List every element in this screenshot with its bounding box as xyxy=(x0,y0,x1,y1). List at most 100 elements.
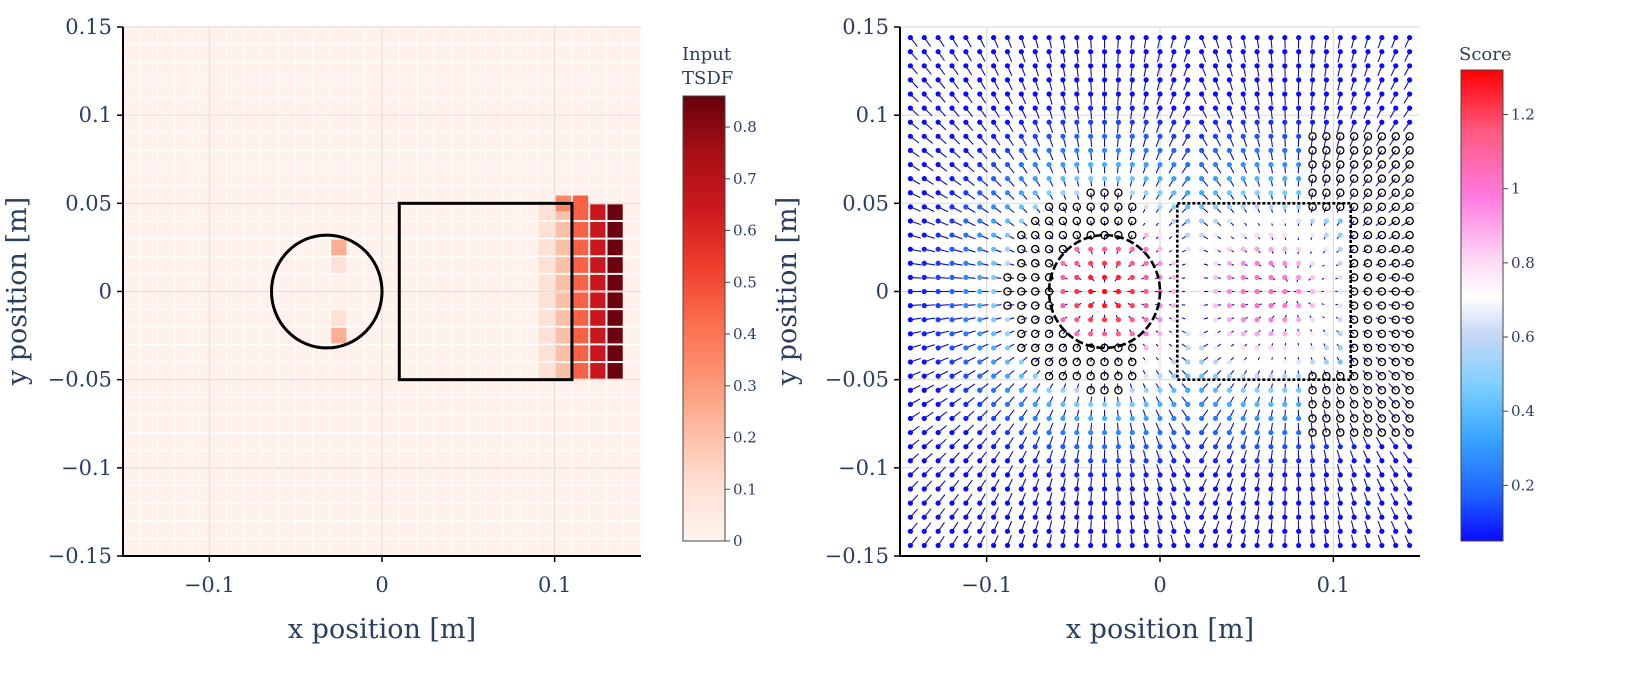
score-point xyxy=(1088,34,1094,41)
tsdf-cell xyxy=(123,521,140,538)
score-marked-point xyxy=(1058,371,1068,381)
score-point xyxy=(1212,91,1219,97)
score-point xyxy=(1226,415,1232,422)
tsdf-cell xyxy=(140,433,158,450)
score-point xyxy=(935,147,941,154)
tsdf-cell xyxy=(227,503,244,521)
score-point xyxy=(949,176,955,182)
score-point xyxy=(1157,77,1163,83)
score-point xyxy=(949,444,955,450)
tsdf-cell xyxy=(382,538,399,556)
score-point xyxy=(1143,246,1149,252)
tsdf-cell xyxy=(434,98,451,115)
score-point xyxy=(1101,429,1108,436)
tsdf-cell xyxy=(313,468,330,485)
tsdf-cell xyxy=(468,168,486,186)
tsdf-cell xyxy=(399,327,417,344)
tsdf-cell xyxy=(486,150,503,168)
tsdf-cell xyxy=(589,468,606,485)
score-point xyxy=(1157,528,1163,534)
tsdf-cell xyxy=(590,363,606,379)
tsdf-cell xyxy=(278,362,296,380)
score-point xyxy=(935,317,941,323)
score-arrow xyxy=(1388,150,1397,160)
score-point xyxy=(1101,63,1108,69)
score-point xyxy=(1323,331,1329,337)
score-marked-point xyxy=(1349,259,1359,268)
score-point xyxy=(1226,246,1232,252)
score-point xyxy=(907,486,914,492)
score-point xyxy=(935,133,941,139)
tsdf-cell xyxy=(278,468,296,485)
score-point xyxy=(1351,91,1357,97)
tsdf-cell xyxy=(589,433,606,450)
score-point xyxy=(1240,401,1246,407)
score-point xyxy=(1060,176,1066,182)
score-point xyxy=(935,260,941,266)
tsdf-x-axis-label: x position [m] xyxy=(288,614,476,645)
score-point xyxy=(963,34,969,41)
tsdf-cell xyxy=(158,327,175,344)
score-point xyxy=(1143,415,1149,422)
tsdf-cell xyxy=(572,80,589,98)
tsdf-cell xyxy=(330,98,347,115)
score-point xyxy=(963,105,969,111)
tsdf-cell xyxy=(227,203,244,221)
score-point xyxy=(1296,486,1302,492)
score-point xyxy=(935,514,941,520)
tsdf-cell xyxy=(192,27,209,45)
score-point xyxy=(1240,77,1246,83)
tsdf-colorbar-tick-label: 0.2 xyxy=(733,429,757,447)
score-point xyxy=(1282,105,1288,111)
score-colorbar-tick-label: 1.2 xyxy=(1511,106,1535,124)
score-point xyxy=(1254,218,1260,224)
tsdf-cell xyxy=(296,380,313,397)
score-point xyxy=(1254,500,1260,506)
tsdf-cell xyxy=(175,274,192,291)
tsdf-cell xyxy=(468,415,486,433)
score-point xyxy=(1254,34,1260,41)
score-point xyxy=(1296,472,1302,478)
tsdf-cell xyxy=(278,327,296,344)
tsdf-cell xyxy=(572,115,589,133)
tsdf-cell xyxy=(555,521,572,538)
score-point xyxy=(1309,345,1316,351)
score-marked-point xyxy=(1308,160,1317,169)
score-point xyxy=(935,528,941,534)
tsdf-cell xyxy=(347,221,365,239)
score-point xyxy=(1018,63,1024,69)
score-point xyxy=(1268,190,1274,196)
score-point xyxy=(921,458,927,464)
score-marked-point xyxy=(1044,343,1054,353)
tsdf-cell xyxy=(572,62,589,80)
tsdf-cell xyxy=(624,344,641,362)
score-marked-point xyxy=(1349,174,1359,183)
score-point xyxy=(1046,161,1052,168)
score-point xyxy=(1101,458,1108,464)
score-point xyxy=(1407,77,1413,83)
score-point xyxy=(1337,105,1343,111)
tsdf-cell xyxy=(624,115,641,133)
score-marked-point xyxy=(1377,202,1387,212)
score-point xyxy=(1129,429,1135,436)
score-point xyxy=(1240,105,1246,111)
score-point xyxy=(977,486,983,492)
tsdf-cell xyxy=(227,98,244,115)
tsdf-cell xyxy=(624,538,641,556)
tsdf-cell xyxy=(365,485,382,503)
score-point xyxy=(1046,105,1052,111)
score-point xyxy=(1004,260,1011,266)
tsdf-cell xyxy=(227,150,244,168)
score-point xyxy=(935,542,941,549)
score-marked-point xyxy=(1322,146,1331,155)
score-point xyxy=(1337,63,1343,69)
tsdf-cell xyxy=(140,327,158,344)
tsdf-cell xyxy=(486,186,503,203)
score-arrow xyxy=(1402,150,1411,160)
score-point xyxy=(1393,63,1399,69)
score-marked-point xyxy=(1391,230,1400,240)
tsdf-cell xyxy=(624,397,641,415)
score-point xyxy=(949,77,955,83)
tsdf-cell xyxy=(434,133,451,150)
score-point xyxy=(1157,190,1163,196)
